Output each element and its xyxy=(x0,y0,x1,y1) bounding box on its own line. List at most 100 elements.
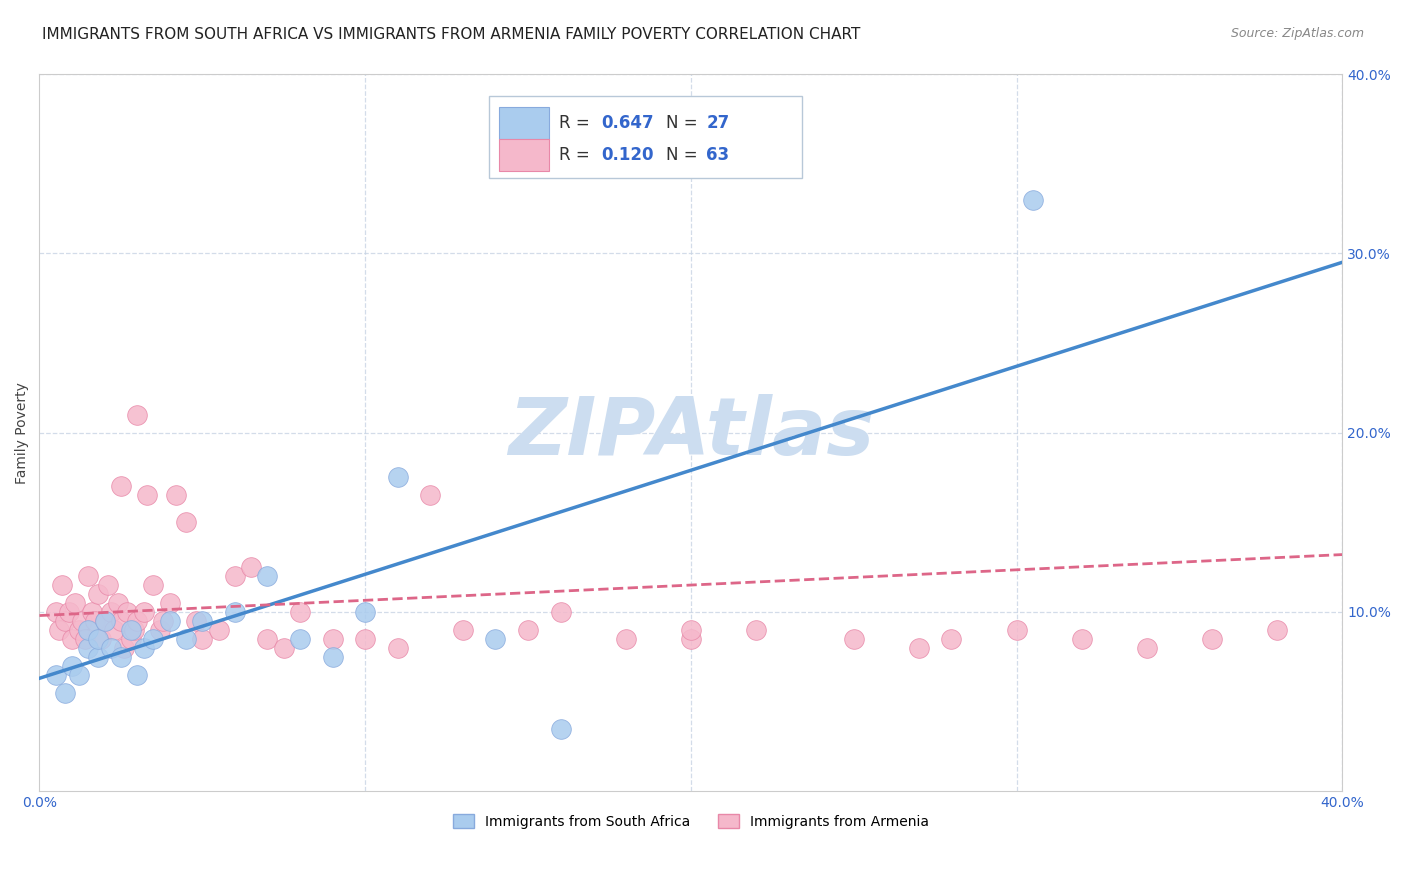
Point xyxy=(745,623,768,637)
Point xyxy=(70,614,93,628)
Point xyxy=(142,632,165,646)
Point xyxy=(77,640,100,655)
Point xyxy=(149,623,172,637)
Text: Source: ZipAtlas.com: Source: ZipAtlas.com xyxy=(1230,27,1364,40)
Point xyxy=(103,623,125,637)
Point xyxy=(152,614,174,628)
Text: R =: R = xyxy=(560,114,595,132)
Point xyxy=(90,632,112,646)
Point xyxy=(679,623,702,637)
Point xyxy=(224,605,246,619)
Text: 63: 63 xyxy=(706,146,730,164)
Point xyxy=(387,470,409,484)
Point xyxy=(256,632,278,646)
Point xyxy=(110,614,132,628)
Point xyxy=(288,632,311,646)
Point xyxy=(941,632,963,646)
Point xyxy=(517,623,540,637)
Point xyxy=(48,623,70,637)
Point xyxy=(550,722,572,736)
Point xyxy=(184,614,207,628)
FancyBboxPatch shape xyxy=(499,139,548,170)
Point xyxy=(191,632,214,646)
Point xyxy=(117,605,139,619)
FancyBboxPatch shape xyxy=(489,95,801,178)
Point xyxy=(73,632,96,646)
Point xyxy=(60,632,83,646)
Text: ZIPAtlas: ZIPAtlas xyxy=(508,393,875,472)
Point xyxy=(110,479,132,493)
Point xyxy=(387,640,409,655)
Point xyxy=(614,632,637,646)
Point xyxy=(87,632,110,646)
Point xyxy=(1022,193,1045,207)
Point xyxy=(679,632,702,646)
Text: 0.647: 0.647 xyxy=(600,114,654,132)
Point xyxy=(484,632,506,646)
Point xyxy=(87,587,110,601)
Point xyxy=(908,640,931,655)
Point xyxy=(77,623,100,637)
Point xyxy=(112,640,135,655)
Point xyxy=(288,605,311,619)
Point xyxy=(273,640,295,655)
Text: N =: N = xyxy=(666,146,703,164)
Point xyxy=(65,596,87,610)
Point xyxy=(159,614,181,628)
Text: IMMIGRANTS FROM SOUTH AFRICA VS IMMIGRANTS FROM ARMENIA FAMILY POVERTY CORRELATI: IMMIGRANTS FROM SOUTH AFRICA VS IMMIGRAN… xyxy=(42,27,860,42)
Legend: Immigrants from South Africa, Immigrants from Armenia: Immigrants from South Africa, Immigrants… xyxy=(447,809,935,835)
Point xyxy=(45,667,67,681)
Point xyxy=(132,640,155,655)
Point xyxy=(322,649,344,664)
Point xyxy=(1136,640,1159,655)
Point xyxy=(120,632,142,646)
Point xyxy=(256,569,278,583)
Point xyxy=(97,578,120,592)
Point xyxy=(550,605,572,619)
Point xyxy=(1201,632,1223,646)
Point xyxy=(93,614,115,628)
Point xyxy=(451,623,474,637)
Point xyxy=(77,569,100,583)
Point xyxy=(419,488,441,502)
Point xyxy=(122,623,145,637)
Point xyxy=(58,605,80,619)
Point xyxy=(240,560,263,574)
Point xyxy=(127,667,149,681)
Point xyxy=(165,488,187,502)
Point xyxy=(1265,623,1288,637)
Point xyxy=(207,623,229,637)
Point xyxy=(93,614,115,628)
Text: N =: N = xyxy=(666,114,703,132)
Point xyxy=(132,605,155,619)
Point xyxy=(83,614,105,628)
Text: 27: 27 xyxy=(706,114,730,132)
Point xyxy=(354,605,377,619)
Point xyxy=(120,623,142,637)
Point xyxy=(159,596,181,610)
Point xyxy=(135,488,157,502)
Y-axis label: Family Poverty: Family Poverty xyxy=(15,382,30,483)
Point xyxy=(127,614,149,628)
Point xyxy=(51,578,73,592)
Point xyxy=(87,649,110,664)
Point xyxy=(110,649,132,664)
Point xyxy=(1005,623,1028,637)
Point xyxy=(1070,632,1092,646)
Point xyxy=(100,605,122,619)
Point xyxy=(60,658,83,673)
Text: 0.120: 0.120 xyxy=(600,146,654,164)
Point xyxy=(55,686,77,700)
Point xyxy=(322,632,344,646)
Point xyxy=(100,640,122,655)
Point xyxy=(55,614,77,628)
Point xyxy=(224,569,246,583)
Point xyxy=(842,632,865,646)
Point xyxy=(142,578,165,592)
Point xyxy=(67,623,90,637)
FancyBboxPatch shape xyxy=(499,107,548,138)
Point xyxy=(174,632,197,646)
Text: R =: R = xyxy=(560,146,595,164)
Point xyxy=(354,632,377,646)
Point xyxy=(45,605,67,619)
